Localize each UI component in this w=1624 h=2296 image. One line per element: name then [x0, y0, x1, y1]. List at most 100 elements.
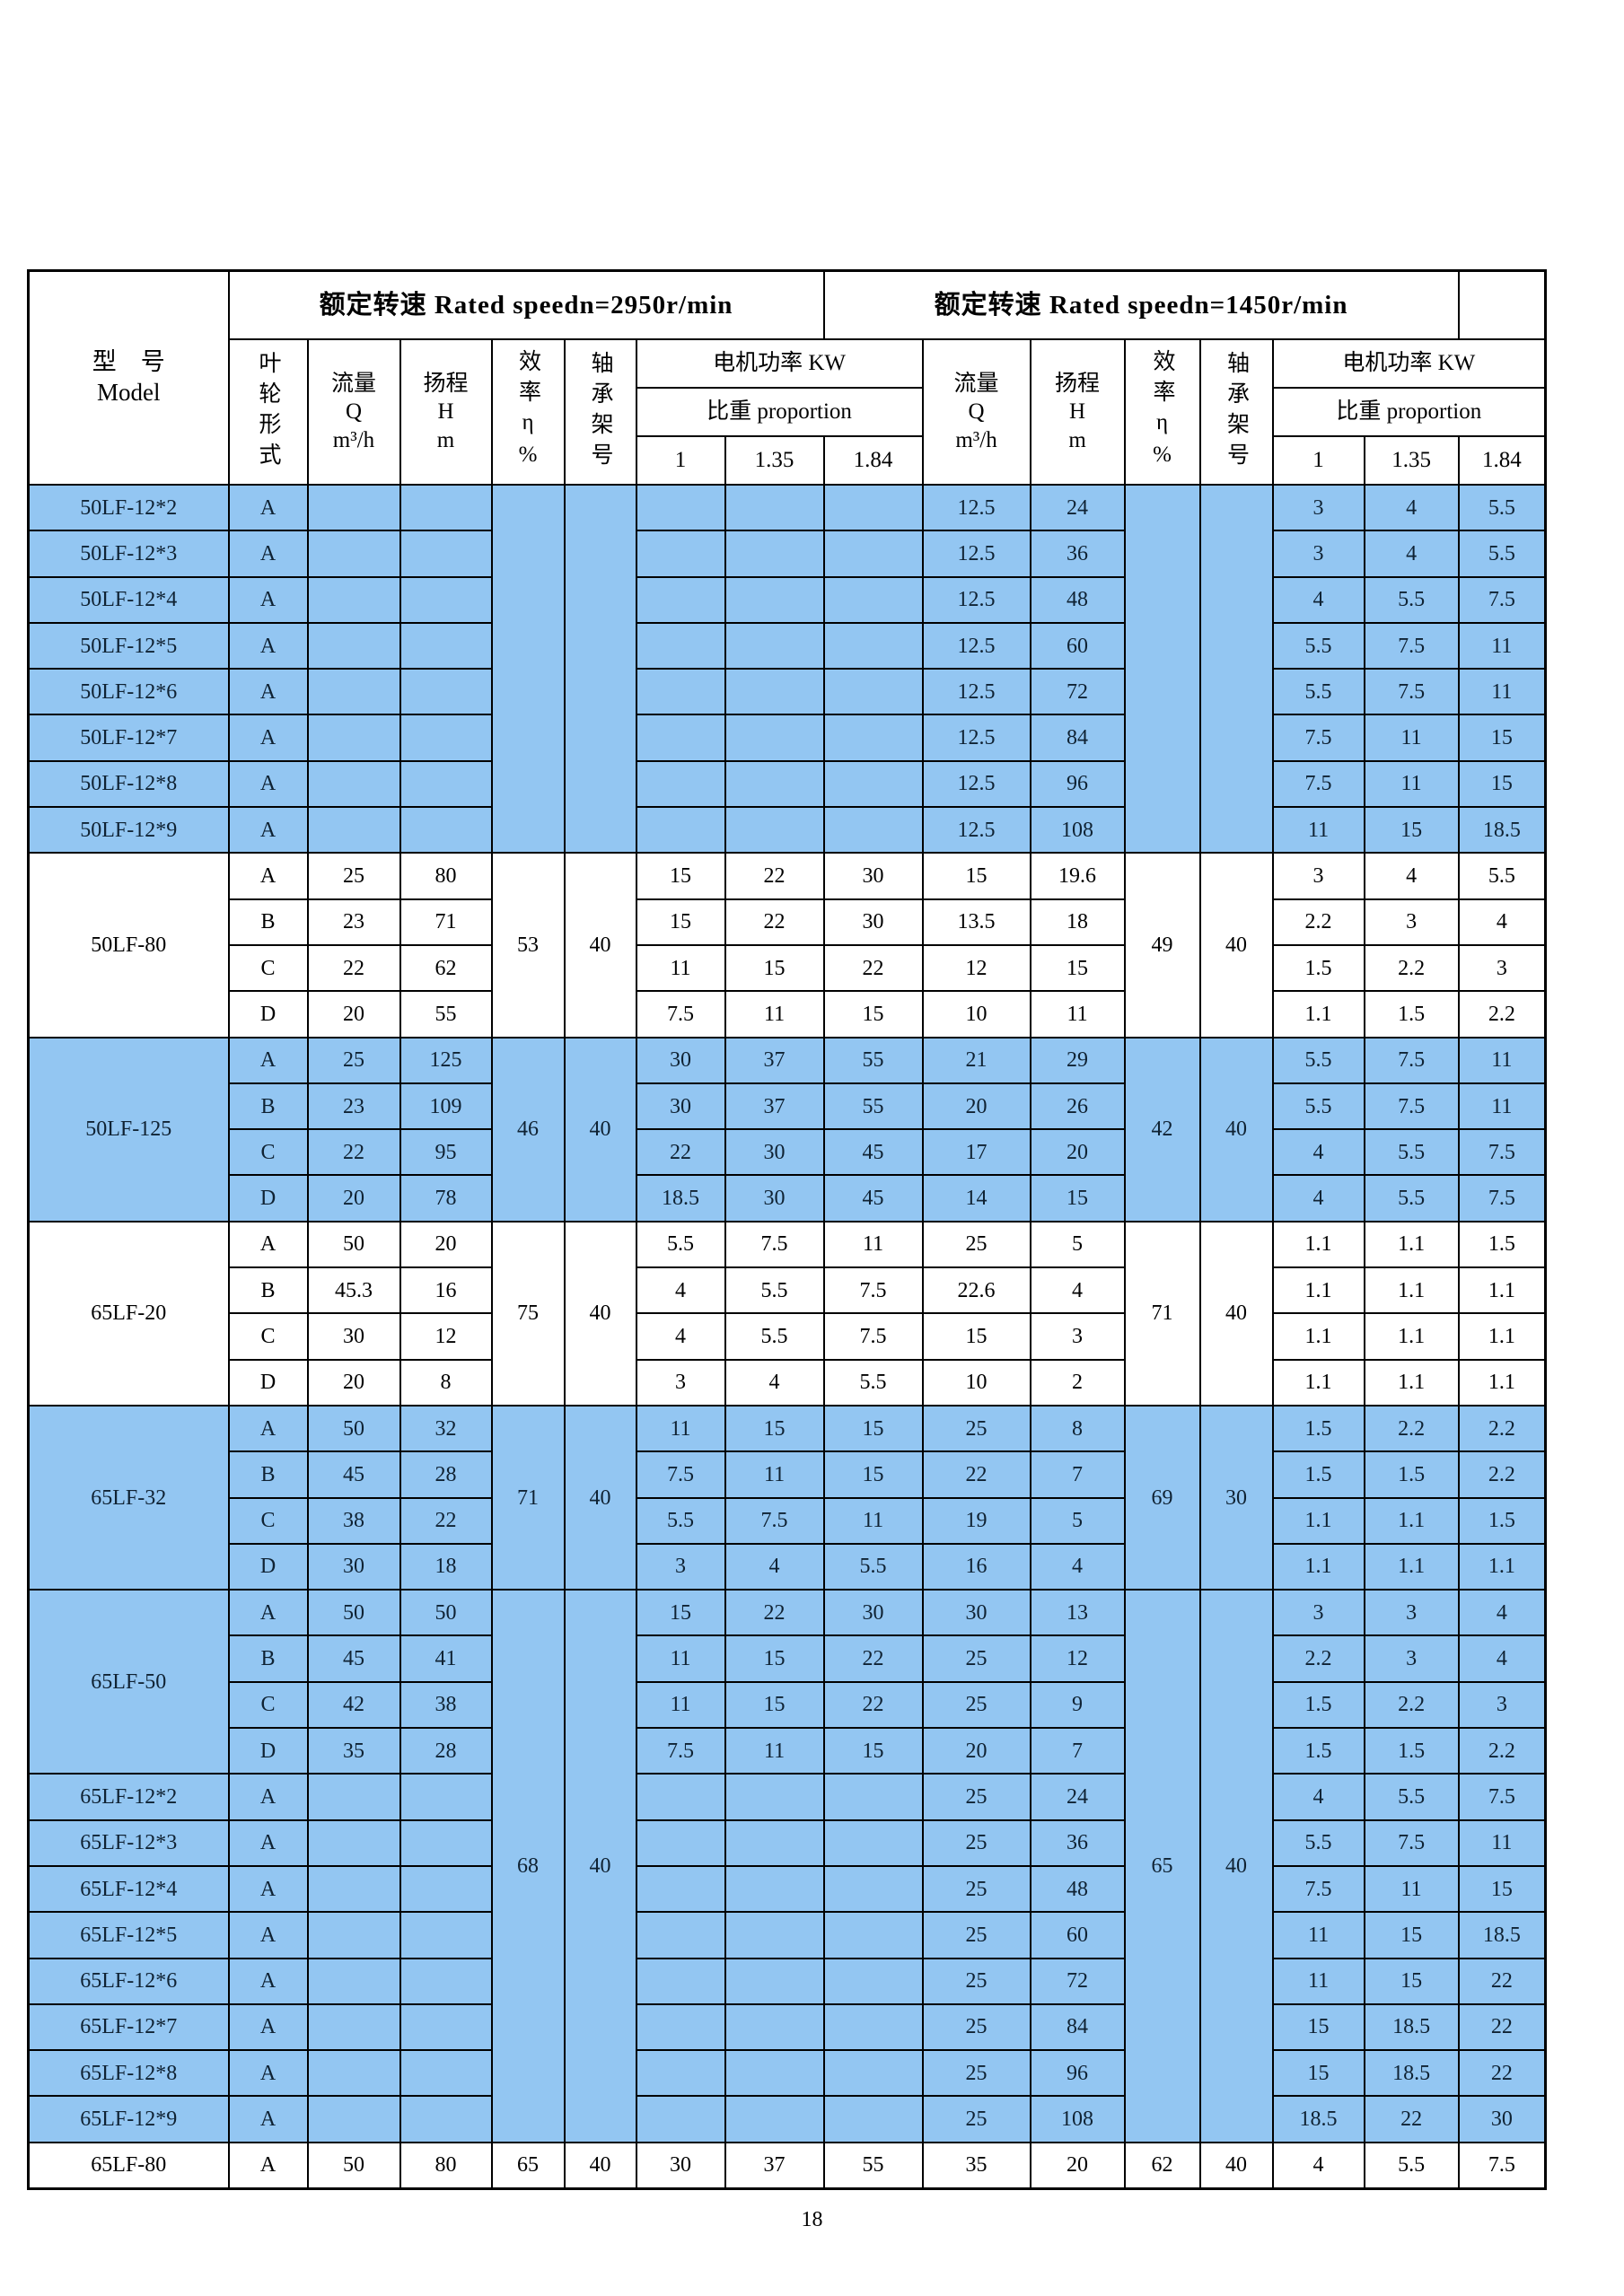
power-cell: [635, 806, 726, 854]
head-cell: 84: [1029, 2002, 1126, 2052]
power-cell: [635, 2049, 726, 2098]
power-cell: 1.5: [1363, 1727, 1460, 1775]
power-cell: [635, 1818, 726, 1867]
flow-cell: 25: [921, 1818, 1031, 1867]
head-cell: 41: [399, 1634, 493, 1683]
flow-cell: 30: [921, 1589, 1031, 1637]
impeller-cell: D: [227, 1727, 309, 1775]
impeller-header-label: 叶轮形式: [256, 351, 280, 473]
power-cell: 1.1: [1363, 1496, 1460, 1545]
power-header-right: 电机功率 KW: [1271, 338, 1547, 389]
power-cell: 22: [635, 1128, 726, 1177]
power-cell: 18.5: [635, 1174, 726, 1222]
power-cell: 4: [1363, 852, 1460, 900]
efficiency-cell: 75: [490, 1220, 566, 1407]
flow-cell: 25: [306, 852, 401, 900]
table-row: 50LF-12*9 A 12.5 108 11 15 18.5: [27, 806, 1547, 854]
proportion-header-row: 比重 proportion 比重 proportion: [29, 387, 1547, 437]
power-cell: 15: [1457, 714, 1547, 762]
power-cell: 15: [635, 1589, 726, 1637]
head-header-label: 扬程 H m: [1055, 372, 1101, 452]
impeller-cell: D: [227, 1542, 309, 1591]
flow-cell: [306, 1957, 401, 2005]
flow-cell: 20: [921, 1082, 1031, 1131]
power-cell: 4: [724, 1542, 825, 1591]
head-cell: 78: [399, 1174, 493, 1222]
flow-cell: 10: [921, 1358, 1031, 1407]
power-cell: 1.1: [1363, 1220, 1460, 1269]
power-cell: 1.1: [1363, 1542, 1460, 1591]
head-cell: [399, 1818, 493, 1867]
model-cell: 50LF-12*6: [27, 668, 230, 716]
flow-cell: 25: [921, 1220, 1031, 1269]
power-cell: 7.5: [1457, 2141, 1547, 2190]
head-cell: [399, 2095, 493, 2143]
flow-cell: 35: [921, 2141, 1031, 2190]
impeller-cell: D: [227, 1174, 309, 1222]
power-cell: 1.5: [1363, 990, 1460, 1038]
bearing-cell: [563, 483, 637, 854]
power-cell: 2.2: [1457, 1727, 1547, 1775]
model-cell: 65LF-32: [27, 1404, 230, 1591]
head-cell: 26: [1029, 1082, 1126, 1131]
bearing-cell: 40: [1198, 1589, 1274, 2143]
flow-cell: 25: [921, 2002, 1031, 2052]
speed-header-row: 型 号 Model 额定转速 Rated speedn=2950r/min 额定…: [27, 269, 1546, 486]
power-cell: 22: [1457, 2002, 1547, 2052]
power-cell: 4: [1457, 1634, 1547, 1683]
impeller-cell: C: [227, 1680, 309, 1730]
table-row: 65LF-80 A 50 80 65 40 30 37 55 35 20 62 40 4 5.5 7.5: [27, 2141, 1547, 2190]
power-cell: 11: [1457, 668, 1547, 716]
head-cell: 55: [399, 990, 493, 1038]
impeller-cell: A: [227, 1818, 309, 1867]
power-cell: 3: [1271, 530, 1365, 578]
head-cell: 50: [399, 1589, 493, 1637]
power-cell: [635, 575, 726, 624]
head-cell: 60: [1029, 1911, 1126, 1959]
efficiency-cell: 62: [1123, 2141, 1201, 2190]
head-cell: 48: [1029, 1864, 1126, 1914]
impeller-cell: C: [227, 1128, 309, 1177]
power-cell: 18.5: [1363, 2049, 1460, 2098]
power-cell: 5.5: [1363, 1773, 1460, 1821]
efficiency-cell: [490, 483, 566, 854]
power-cell: 15: [1363, 1911, 1460, 1959]
head-cell: [399, 530, 493, 578]
impeller-cell: A: [227, 806, 309, 854]
flow-cell: 20: [306, 1358, 401, 1407]
flow-cell: 25: [921, 1680, 1031, 1730]
flow-cell: 30: [306, 1312, 401, 1361]
head-header-left: 扬程 H m: [399, 338, 493, 486]
efficiency-cell: 46: [490, 1036, 566, 1222]
power-cell: [635, 1911, 726, 1959]
model-cell: 50LF-12*3: [27, 530, 230, 578]
power-cell: 2.2: [1363, 1404, 1460, 1453]
table-row: 50LF-12*2 A 12.5 24 3 4 5.5: [27, 483, 1547, 854]
table-row: 50LF-12*5 A 12.5 60 5.5 7.5 11: [27, 621, 1547, 670]
power-cell: 5.5: [635, 1220, 726, 1269]
power-cell: 11: [1363, 1864, 1460, 1914]
power-cell: 5.5: [1457, 530, 1547, 578]
power-cell: [822, 1911, 924, 1959]
impeller-cell: A: [227, 575, 309, 624]
impeller-cell: A: [227, 1773, 309, 1821]
power-cell: 5.5: [1363, 1174, 1460, 1222]
power-cell: 2.2: [1271, 1634, 1365, 1683]
table-row: 50LF-80 A 25 80 53 40 15 22 30 15 19.6 49 40 3 4 5.5: [27, 852, 1547, 1038]
head-cell: 36: [1029, 530, 1126, 578]
head-cell: [399, 575, 493, 624]
head-cell: [399, 621, 493, 670]
head-cell: 80: [399, 2141, 493, 2190]
table-header: 型 号 Model 额定转速 Rated speedn=2950r/min 额定…: [27, 269, 1547, 486]
model-cell: 65LF-12*6: [27, 1957, 230, 2005]
power-cell: 11: [1271, 1911, 1365, 1959]
power-cell: [822, 1773, 924, 1821]
flow-cell: 25: [921, 2049, 1031, 2098]
table-row: 65LF-12*6 A 25 72 11 15 22: [27, 1957, 1547, 2005]
model-cell: 50LF-125: [27, 1036, 230, 1222]
efficiency-header-label: 效率η%: [515, 349, 540, 475]
power-cell: [822, 759, 924, 809]
power-cell: 11: [1363, 759, 1460, 809]
head-cell: 8: [399, 1358, 493, 1407]
table-row: 65LF-12*7 A 25 84 15 18.5 22: [27, 2002, 1547, 2052]
